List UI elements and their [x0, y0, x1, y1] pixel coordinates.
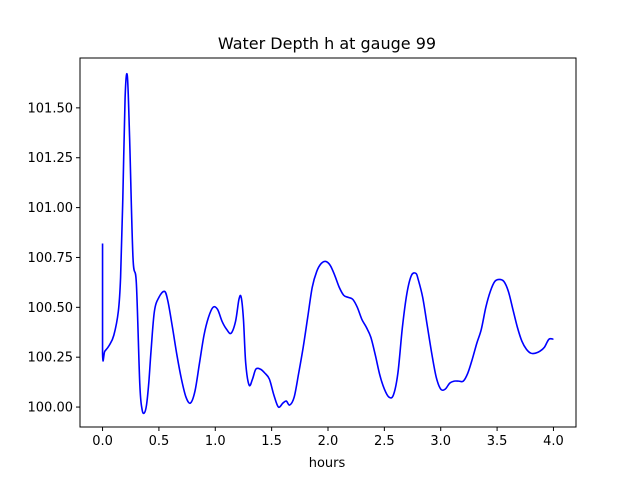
- y-tick-label: 100.25: [28, 351, 74, 366]
- x-tick-label: 1.5: [261, 434, 282, 449]
- x-tick-label: 1.0: [205, 434, 226, 449]
- y-tick-label: 101.00: [28, 201, 74, 216]
- x-tick-label: 2.0: [318, 434, 339, 449]
- y-tick-label: 100.50: [28, 301, 74, 316]
- x-tick-label: 0.5: [149, 434, 170, 449]
- y-tick-label: 101.25: [28, 151, 74, 166]
- y-tick-label: 100.00: [28, 401, 74, 416]
- y-axis: 100.00 100.25 100.50 100.75 101.00 101.25 101.…: [28, 101, 80, 416]
- x-tick-label: 2.5: [374, 434, 395, 449]
- chart-title: Water Depth h at gauge 99: [218, 34, 436, 53]
- y-tick-label: 100.75: [28, 251, 74, 266]
- x-tick-label: 3.5: [487, 434, 508, 449]
- series-line: [101, 72, 554, 415]
- x-axis: 0.0 0.5 1.0 1.5 2.0 2.5 3.0 3.5 4.0: [92, 427, 564, 449]
- y-tick-label: 101.50: [28, 101, 74, 116]
- plot-area: [101, 72, 554, 415]
- x-tick-label: 3.0: [430, 434, 451, 449]
- x-tick-label: 0.0: [92, 434, 113, 449]
- x-axis-label: hours: [309, 456, 346, 471]
- x-tick-label: 4.0: [543, 434, 564, 449]
